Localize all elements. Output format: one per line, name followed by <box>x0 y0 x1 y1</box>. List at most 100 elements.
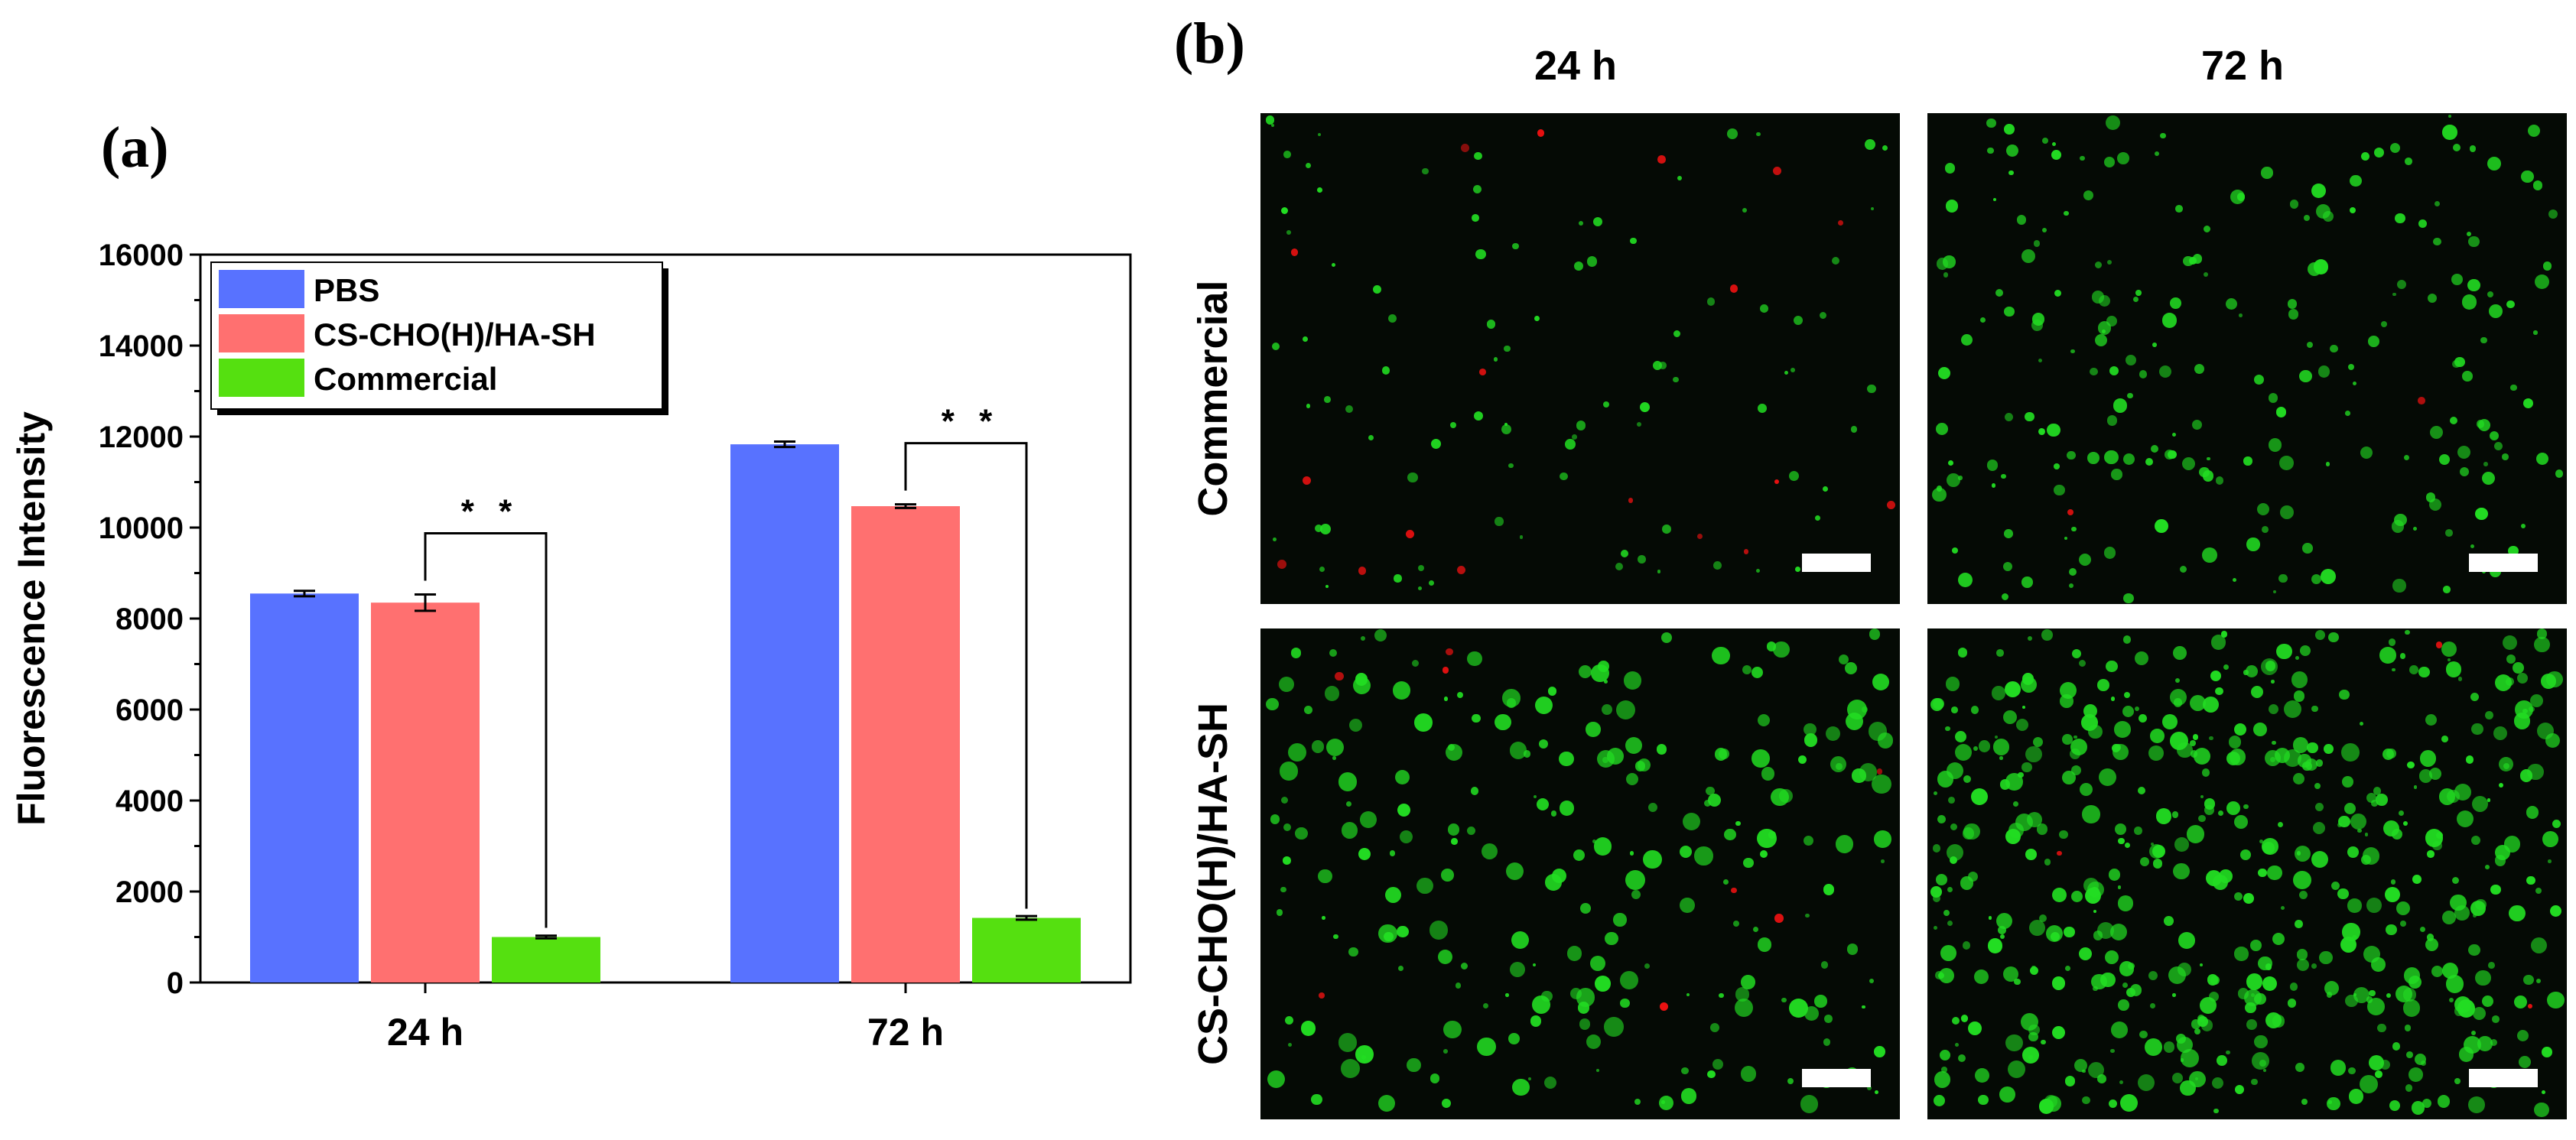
live-cell <box>1280 886 1286 893</box>
live-cell <box>2405 630 2410 635</box>
live-cell <box>2442 125 2457 140</box>
live-cell <box>2139 1030 2148 1039</box>
live-cell <box>2021 248 2036 264</box>
dead-cell <box>1442 667 1449 674</box>
live-cell <box>2021 576 2033 588</box>
live-cell <box>2313 259 2329 274</box>
live-cell <box>1477 1037 1496 1057</box>
live-cell <box>2021 762 2032 773</box>
live-cell <box>2008 170 2014 176</box>
live-cell <box>2463 1036 2481 1054</box>
live-cell <box>1932 487 1947 502</box>
live-cell <box>2360 447 2373 460</box>
live-cell <box>1501 424 1512 435</box>
live-cell <box>2203 696 2220 713</box>
live-cell <box>2174 677 2181 684</box>
live-cell <box>1602 401 1610 408</box>
live-cell <box>2348 1089 2363 1104</box>
dead-cell <box>1479 369 1486 376</box>
live-cell <box>2530 694 2544 708</box>
live-cell <box>1713 561 1722 570</box>
live-cell <box>2152 343 2157 347</box>
live-cell <box>1967 1021 1982 1036</box>
live-cell <box>1346 801 1352 807</box>
live-cell <box>1954 730 1966 742</box>
live-cell <box>2396 279 2407 290</box>
live-cell <box>2197 1014 2205 1022</box>
live-cell <box>2094 261 2102 269</box>
live-cell <box>2311 963 2317 969</box>
live-cell <box>2390 879 2396 885</box>
live-cell <box>2467 278 2480 291</box>
live-cell <box>1797 755 1807 765</box>
dead-cell <box>2417 396 2425 404</box>
live-cell <box>1482 843 1498 859</box>
live-cell <box>2293 690 2305 703</box>
live-cell <box>1872 673 1889 690</box>
live-cell <box>2275 407 2286 417</box>
live-cell <box>2250 685 2263 698</box>
live-cell <box>2315 203 2331 219</box>
bar-cs-cho-h-ha-sh-0 <box>371 602 480 982</box>
live-cell <box>1804 1005 1820 1021</box>
dead-cell <box>2527 1004 2532 1009</box>
live-cell <box>2108 869 2121 882</box>
live-cell <box>1508 1032 1521 1044</box>
live-cell <box>2493 726 2508 740</box>
legend-swatch <box>219 359 304 397</box>
dead-cell <box>1460 144 1469 152</box>
live-cell <box>1429 1073 1440 1083</box>
live-cell <box>2125 355 2136 366</box>
live-cell <box>1360 635 1366 641</box>
live-cell <box>2470 693 2480 701</box>
live-cell <box>1681 1067 1689 1075</box>
dead-cell <box>1660 1002 1669 1011</box>
live-cell <box>2307 342 2314 349</box>
live-cell <box>2109 923 2128 941</box>
live-cell <box>1586 256 1598 267</box>
live-cell <box>1979 317 1986 323</box>
live-cell <box>1940 944 1956 961</box>
live-cell <box>2176 1037 2193 1054</box>
live-cell <box>1673 376 1680 383</box>
live-cell <box>2425 938 2438 952</box>
legend-label: CS-CHO(H)/HA-SH <box>314 317 596 352</box>
bar-commercial-1 <box>972 918 1081 982</box>
live-cell <box>2155 151 2160 157</box>
live-cell <box>2287 299 2298 310</box>
live-cell <box>2490 430 2500 440</box>
live-cell <box>2135 290 2142 297</box>
live-cell <box>2409 664 2419 674</box>
live-cell <box>2315 759 2323 767</box>
live-cell <box>2000 934 2005 939</box>
live-cell <box>2298 890 2308 899</box>
live-cell <box>2320 568 2336 584</box>
live-cell <box>2233 723 2247 736</box>
scale-bar <box>1802 1069 1871 1087</box>
micrograph-hydrogel-24h <box>1260 628 1900 1119</box>
live-cell <box>2293 773 2305 785</box>
live-cell <box>2200 795 2204 799</box>
live-cell <box>2054 289 2061 297</box>
live-cell <box>2272 589 2276 594</box>
live-cell <box>2226 1050 2230 1054</box>
live-cell <box>2152 844 2166 858</box>
live-cell <box>2000 779 2011 790</box>
row-title-hydrogel: CS-CHO(H)/HA-SH <box>1190 703 1236 1065</box>
y-tick-label: 10000 <box>99 512 184 545</box>
live-cell <box>1527 1077 1531 1080</box>
live-cell <box>2373 148 2384 158</box>
live-cell <box>2119 961 2135 977</box>
live-cell <box>2020 677 2037 693</box>
live-cell <box>2493 441 2503 451</box>
live-cell <box>2469 145 2477 152</box>
live-cell <box>2443 586 2451 593</box>
live-cell <box>1320 524 1332 535</box>
live-cell <box>1933 926 1937 931</box>
live-cell <box>2448 997 2454 1003</box>
live-cell <box>2527 125 2540 138</box>
live-cell <box>2151 445 2159 453</box>
live-cell <box>2087 1061 2104 1078</box>
live-cell <box>2111 469 2122 480</box>
live-cell <box>1978 740 1991 752</box>
